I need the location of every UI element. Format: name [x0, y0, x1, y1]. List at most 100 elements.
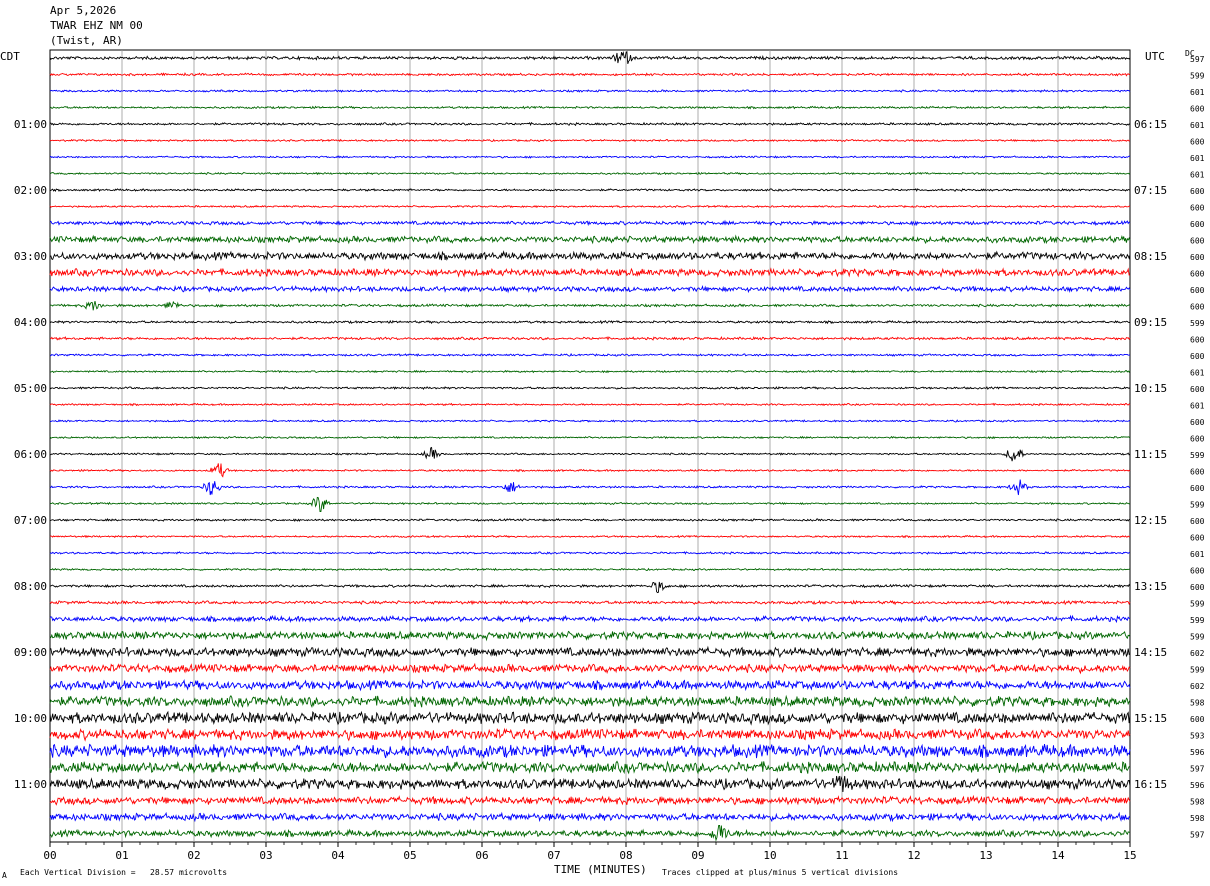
right-hour-label: 16:15	[1134, 778, 1167, 791]
x-axis-title: TIME (MINUTES)	[554, 863, 647, 876]
x-tick-label: 12	[907, 849, 920, 862]
x-tick-label: 15	[1123, 849, 1136, 862]
scale-note: Each Vertical Division = 28.57 microvolt…	[20, 868, 228, 877]
seismic-trace	[49, 187, 1131, 193]
right-hour-label: 14:15	[1134, 646, 1167, 659]
left-hour-label: 03:00	[14, 250, 47, 263]
seismic-trace	[49, 599, 1131, 606]
dc-offset-value: 599	[1190, 666, 1205, 675]
right-hour-label: 06:15	[1134, 118, 1167, 131]
header-station: TWAR EHZ NM 00	[50, 19, 143, 32]
dc-offset-value: 600	[1190, 385, 1205, 394]
seismic-trace	[49, 518, 1131, 522]
seismic-trace	[49, 138, 1131, 143]
seismic-trace	[49, 319, 1131, 325]
dc-offset-value: 601	[1190, 402, 1205, 411]
dc-offset-value: 599	[1190, 600, 1205, 609]
left-hour-label: 10:00	[14, 712, 47, 725]
x-tick-label: 14	[1051, 849, 1065, 862]
seismic-trace	[49, 534, 1131, 539]
dc-offset-value: 601	[1190, 369, 1205, 378]
seismic-trace	[49, 352, 1131, 357]
dc-offset-value: 599	[1190, 319, 1205, 328]
seismic-trace	[49, 369, 1131, 374]
dc-offset-value: 600	[1190, 336, 1205, 345]
seismic-trace	[49, 386, 1131, 391]
dc-offset-value: 600	[1190, 253, 1205, 262]
x-tick-label: 02	[187, 849, 200, 862]
dc-offset-value: 600	[1190, 715, 1205, 724]
seismic-trace	[49, 219, 1131, 227]
left-hour-label: 09:00	[14, 646, 47, 659]
seismic-trace	[49, 402, 1131, 407]
dc-offset-value: 600	[1190, 138, 1205, 147]
clip-note: Traces clipped at plus/minus 5 vertical …	[662, 868, 899, 877]
seismic-trace	[49, 614, 1131, 624]
dc-offset-value: 602	[1190, 682, 1205, 691]
seismic-trace	[49, 678, 1131, 692]
seismic-trace	[49, 825, 1131, 842]
left-hour-label: 05:00	[14, 382, 47, 395]
seismic-trace	[49, 446, 1131, 462]
dc-offset-value: 599	[1190, 72, 1205, 81]
seismic-trace	[49, 204, 1131, 209]
seismic-trace	[49, 727, 1131, 742]
dc-offset-value: 600	[1190, 270, 1205, 279]
dc-offset-value: 601	[1190, 121, 1205, 130]
dc-offset-value: 600	[1190, 204, 1205, 213]
right-hour-label: 10:15	[1134, 382, 1167, 395]
left-timezone-label: CDT	[0, 50, 20, 63]
dc-offset-value: 600	[1190, 534, 1205, 543]
dc-offset-value: 596	[1190, 748, 1205, 757]
left-hour-label: 08:00	[14, 580, 47, 593]
header-location: (Twist, AR)	[50, 34, 123, 47]
dc-offset-label: DC	[1185, 49, 1195, 58]
dc-offset-value: 600	[1190, 286, 1205, 295]
right-hour-label: 07:15	[1134, 184, 1167, 197]
dc-offset-value: 600	[1190, 484, 1205, 493]
seismic-trace	[49, 496, 1131, 512]
dc-offset-value: 600	[1190, 418, 1205, 427]
dc-offset-value: 600	[1190, 435, 1205, 444]
plot-frame	[49, 49, 1131, 843]
right-hour-label: 08:15	[1134, 250, 1167, 263]
x-tick-label: 03	[259, 849, 272, 862]
x-tick-label: 06	[475, 849, 488, 862]
seismic-trace	[49, 662, 1131, 675]
dc-offset-value: 598	[1190, 798, 1205, 807]
x-tick-label: 05	[403, 849, 416, 862]
seismic-trace	[49, 419, 1131, 423]
seismic-trace	[49, 121, 1131, 127]
x-tick-label: 10	[763, 849, 776, 862]
left-hour-label: 07:00	[14, 514, 47, 527]
dc-offset-value: 600	[1190, 583, 1205, 592]
dc-offset-value: 596	[1190, 781, 1205, 790]
dc-offset-value: 601	[1190, 550, 1205, 559]
dc-offset-value: 599	[1190, 616, 1205, 625]
dc-offset-value: 600	[1190, 187, 1205, 196]
left-hour-label: 06:00	[14, 448, 47, 461]
x-tick-label: 11	[835, 849, 848, 862]
seismic-trace	[49, 775, 1131, 793]
seismic-trace	[49, 694, 1131, 708]
right-hour-label: 12:15	[1134, 514, 1167, 527]
dc-offset-value: 599	[1190, 451, 1205, 460]
left-hour-label: 04:00	[14, 316, 47, 329]
seismic-trace	[49, 630, 1131, 642]
dc-offset-value: 600	[1190, 517, 1205, 526]
dc-offset-value: 600	[1190, 567, 1205, 576]
dc-offset-value: 597	[1190, 831, 1205, 840]
right-timezone-label: UTC	[1145, 50, 1165, 63]
seismic-trace	[49, 89, 1131, 94]
seismic-trace	[49, 435, 1131, 440]
seismic-trace	[49, 284, 1131, 294]
right-hour-label: 09:15	[1134, 316, 1167, 329]
dc-offset-value: 601	[1190, 171, 1205, 180]
right-hour-label: 13:15	[1134, 580, 1167, 593]
dc-offset-value: 598	[1190, 699, 1205, 708]
seismic-trace	[49, 267, 1131, 278]
seismic-trace	[49, 479, 1131, 496]
right-hour-label: 11:15	[1134, 448, 1167, 461]
seismic-trace	[49, 50, 1131, 64]
